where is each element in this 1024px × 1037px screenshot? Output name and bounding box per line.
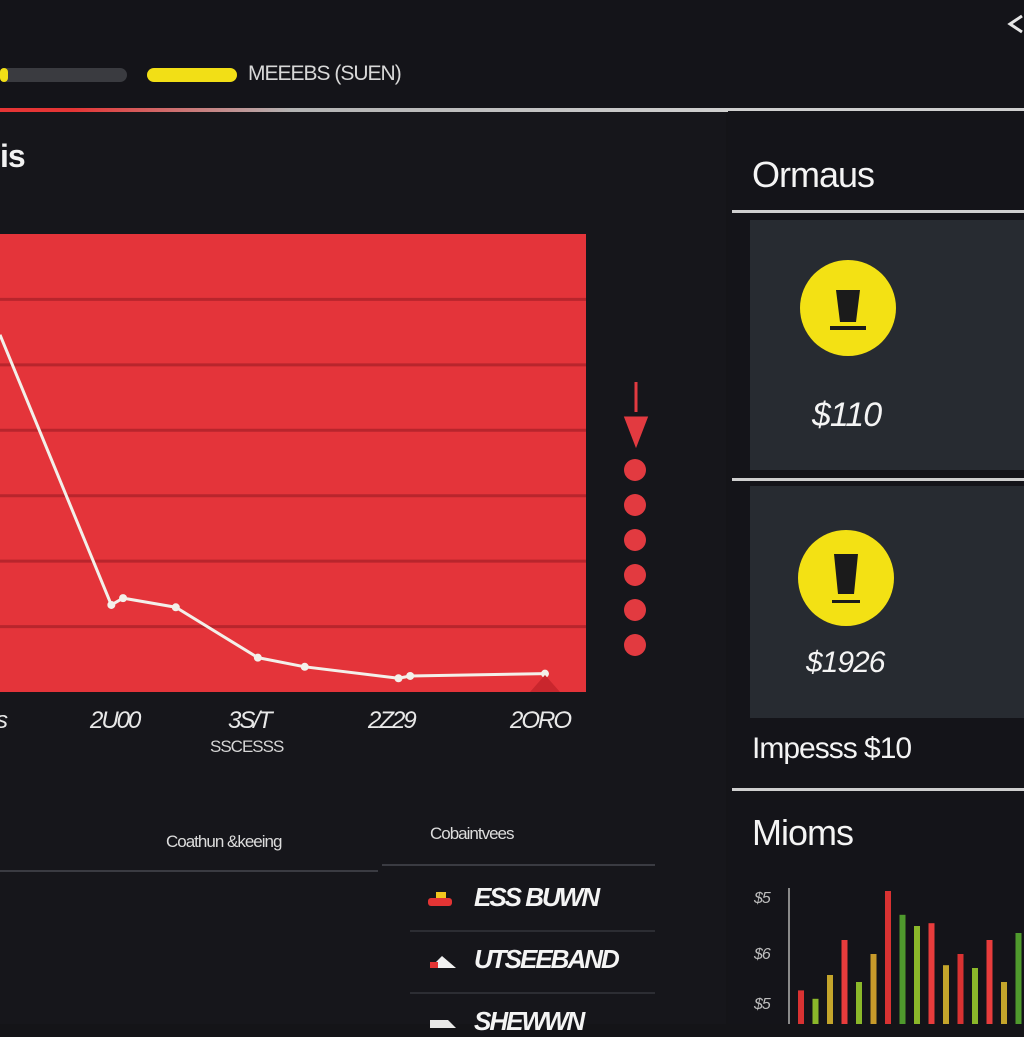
panel-title: is xyxy=(0,138,26,174)
mini-bar xyxy=(957,954,964,1024)
mini-bar xyxy=(986,940,993,1024)
header-divider xyxy=(0,108,728,112)
card-value: $1926 xyxy=(806,646,885,679)
mini-bar xyxy=(885,891,891,1024)
side-panel: Ormaus $110 $1926 Impesss $10 Mioms $5 $… xyxy=(728,112,1024,1024)
mini-bar xyxy=(1015,933,1022,1024)
mini-axis-label: $6 xyxy=(754,946,771,963)
down-arrow-icon xyxy=(623,382,649,449)
x-tick-label: 3S/T xyxy=(228,707,275,734)
indicator-dot xyxy=(624,529,646,551)
mini-bar xyxy=(841,940,848,1024)
table-header-left[interactable]: Coathun &keeing xyxy=(166,832,282,851)
table-row[interactable]: ESS BUWN xyxy=(410,868,655,932)
chart-point xyxy=(171,603,180,612)
card-value: $110 xyxy=(812,396,882,434)
cup-icon xyxy=(832,554,860,603)
mini-bar xyxy=(856,982,862,1024)
x-tick-label: 2U00 xyxy=(89,707,142,734)
line-chart: s 2U00 3S/T 2Z29 2ORO SSCESSS xyxy=(0,234,649,756)
chart-point xyxy=(406,671,415,680)
indicator-dot xyxy=(624,599,646,621)
x-tick-label: 2Z29 xyxy=(367,707,416,734)
header-divider-right xyxy=(728,108,1024,111)
stat-card[interactable]: $1926 xyxy=(750,486,1024,718)
table-header-right[interactable]: Cobaintvees xyxy=(430,824,515,843)
mini-bar xyxy=(798,990,804,1024)
top-bar: MEEEBS (SUEN) xyxy=(0,0,1024,112)
mini-bar xyxy=(827,975,833,1024)
indicator-dot xyxy=(624,459,646,481)
progress-fill xyxy=(0,68,8,82)
cup-icon-badge xyxy=(800,260,896,356)
table-row[interactable]: SHEWWN xyxy=(410,992,655,1036)
row-label: SHEWWN xyxy=(474,1006,585,1036)
chart-point xyxy=(119,594,128,603)
row-label: ESS BUWN xyxy=(474,882,600,912)
x-tick-label: 2ORO xyxy=(509,707,571,734)
chart-point xyxy=(540,669,549,678)
chevron-icon[interactable] xyxy=(1004,12,1024,36)
chart-plot-area xyxy=(0,234,586,692)
indicator-dot xyxy=(624,634,646,656)
chart-point xyxy=(300,662,309,671)
side-divider xyxy=(732,210,1024,213)
mini-axis-label: $5 xyxy=(754,890,771,907)
mini-bar xyxy=(972,968,978,1024)
side-divider xyxy=(732,788,1024,791)
chart-point xyxy=(253,653,262,662)
mini-bar xyxy=(899,914,906,1024)
chart-bottom-mark xyxy=(530,675,560,692)
stat-card[interactable]: $110 xyxy=(750,220,1024,470)
arrow-icon xyxy=(430,956,456,968)
mini-bar xyxy=(928,923,935,1024)
side-divider xyxy=(732,478,1024,481)
impress-label: Impesss $10 xyxy=(752,732,912,765)
mini-chart-title: Mioms xyxy=(752,812,854,853)
mini-axis-label: $5 xyxy=(754,996,771,1013)
indicator-dot xyxy=(624,564,646,586)
progress-bar xyxy=(0,68,127,82)
x-tick-label: s xyxy=(0,707,8,734)
row-label: UTSEEBAND xyxy=(474,944,620,974)
cup-icon xyxy=(830,290,866,330)
mini-bar xyxy=(943,965,949,1024)
mini-bar xyxy=(870,954,877,1024)
side-title: Ormaus xyxy=(752,154,875,195)
flag-icon xyxy=(428,892,452,906)
mini-bar xyxy=(1001,982,1007,1024)
indicator-dot xyxy=(624,494,646,516)
mini-bar xyxy=(812,998,819,1024)
top-meta-text: MEEEBS (SUEN) xyxy=(248,62,402,85)
table-divider-left xyxy=(0,870,378,872)
table-row[interactable]: UTSEEBAND xyxy=(410,930,655,994)
table-divider-right xyxy=(382,864,655,866)
main-panel: is s 2U00 3S/T 2Z29 2ORO SSCESSS Coathun &ke… xyxy=(0,112,726,1036)
x-sub-label: SSCESSS xyxy=(210,737,284,756)
mini-bar xyxy=(914,926,920,1024)
mini-bar-chart xyxy=(798,891,1022,1024)
chart-point xyxy=(394,674,403,683)
cup-icon-badge xyxy=(798,530,894,626)
status-pill[interactable] xyxy=(147,68,237,82)
chart-point xyxy=(107,600,116,609)
shoe-icon xyxy=(430,1020,456,1028)
mini-chart-axis xyxy=(788,888,790,1024)
